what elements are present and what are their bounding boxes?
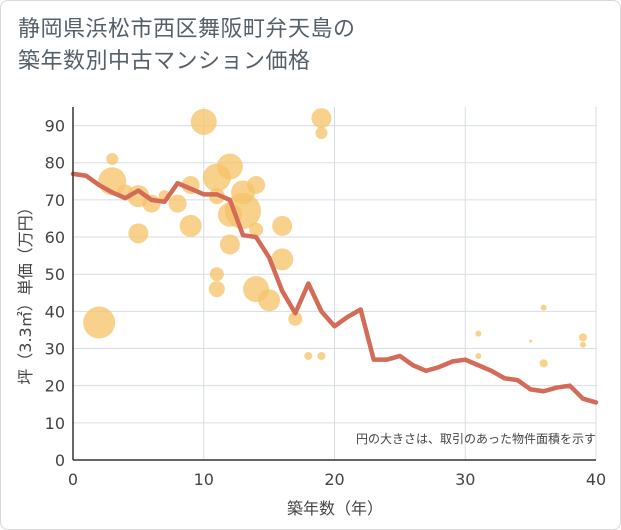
bubble-point xyxy=(475,330,482,337)
trend-line xyxy=(70,171,599,405)
bubble-point xyxy=(224,193,261,230)
bubble-point xyxy=(216,153,243,180)
bubble-point xyxy=(249,222,264,237)
bubble-point xyxy=(540,304,547,311)
y-tick-label: 0 xyxy=(55,451,65,470)
bubble-point xyxy=(209,267,224,282)
bubble-point xyxy=(258,289,281,312)
axes-layer xyxy=(72,107,596,461)
y-tick-label: 20 xyxy=(45,377,65,396)
bubble-point xyxy=(179,214,202,237)
bubble-point xyxy=(579,341,586,348)
bubble-point xyxy=(315,127,328,140)
x-tick-label: 0 xyxy=(68,470,78,489)
bubble-point xyxy=(83,306,116,339)
bubble-layer xyxy=(83,108,587,368)
bubble-point xyxy=(475,352,482,359)
bubble-point xyxy=(219,234,240,255)
y-tick-label: 10 xyxy=(45,414,65,433)
y-tick-label: 70 xyxy=(45,191,65,210)
chart-title-line-1: 静岡県浜松市西区舞阪町弁天島の xyxy=(18,17,356,42)
x-tick-label: 30 xyxy=(455,470,475,489)
bubble-point xyxy=(271,248,294,271)
tick-labels: 0 10 20 30 40 50 60 70 80 90 0 10 20 30 40 xyxy=(45,117,607,489)
bubble-point xyxy=(106,153,119,166)
bubble-point xyxy=(208,281,225,298)
x-tick-label: 40 xyxy=(586,470,606,489)
bubble-point xyxy=(190,108,217,135)
y-axis-label: 坪（3.3㎡）単価（万円） xyxy=(16,199,35,384)
bubble-point xyxy=(539,359,548,368)
bubble-point xyxy=(168,194,187,213)
y-tick-label: 50 xyxy=(45,265,65,284)
bubble-point xyxy=(128,223,149,244)
x-axis-label: 築年数（年） xyxy=(287,499,383,518)
chart-title: 静岡県浜松市西区舞阪町弁天島の 築年数別中古マンション価格 xyxy=(18,14,356,78)
trend-line-layer xyxy=(70,171,599,405)
bubble-point xyxy=(272,215,293,236)
x-tick-label: 20 xyxy=(324,470,344,489)
y-tick-label: 40 xyxy=(45,302,65,321)
y-tick-label: 60 xyxy=(45,228,65,247)
bubble-point xyxy=(529,339,533,343)
bubble-point xyxy=(304,351,313,360)
bubble-point xyxy=(247,176,266,195)
grid-lines xyxy=(73,107,597,460)
y-tick-label: 30 xyxy=(45,340,65,359)
y-tick-label: 80 xyxy=(45,154,65,173)
size-legend-note: 円の大きさは、取引のあった物件面積を示す xyxy=(356,431,596,446)
bubble-point xyxy=(288,311,303,326)
chart-title-line-2: 築年数別中古マンション価格 xyxy=(18,49,311,74)
bubble-point xyxy=(311,108,332,129)
y-tick-label: 90 xyxy=(45,117,65,136)
bubble-point xyxy=(317,351,326,360)
x-tick-label: 10 xyxy=(194,470,214,489)
bubble-point xyxy=(578,333,587,342)
